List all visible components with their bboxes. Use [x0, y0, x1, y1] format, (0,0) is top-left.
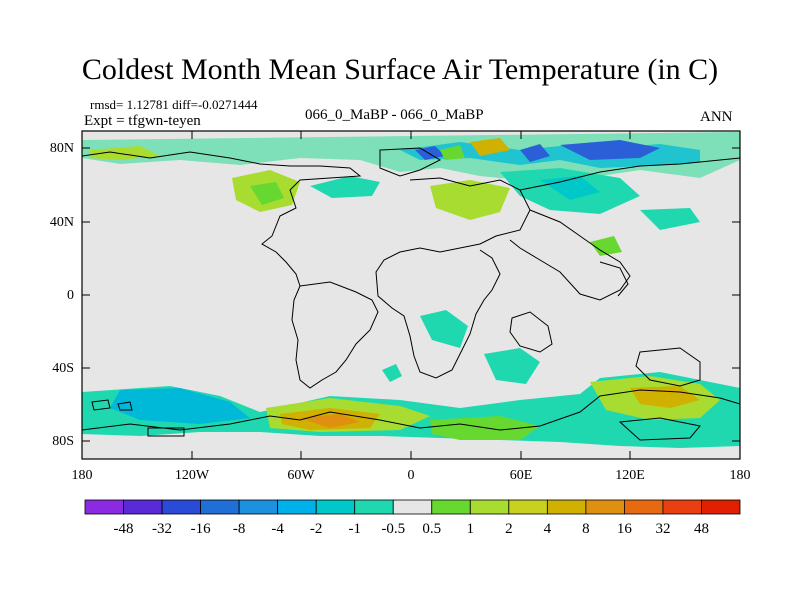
sa-coastline [291, 281, 379, 389]
lat-label-40n: 40N [49, 215, 74, 230]
lon-label-60e: 60E [509, 468, 533, 483]
colorbar-label: 48 [693, 521, 709, 537]
colorbar-swatch [84, 499, 124, 515]
colorbar-label: -2 [309, 521, 323, 537]
se-asia-coast [599, 261, 629, 297]
colorbar-swatch [469, 499, 510, 515]
india-fragment-coast [509, 311, 553, 353]
greenland-coast [379, 147, 442, 177]
lon-label-180w: 180 [71, 468, 93, 483]
europe-green-patch [430, 180, 510, 220]
southern-ocean-cyan-core [110, 388, 250, 424]
asia-south-coast [509, 209, 631, 301]
colorbar-swatch [200, 499, 240, 515]
colorbar-label: 2 [505, 521, 513, 537]
s-atlantic-cyan-patch [420, 310, 468, 348]
weddell-orange-core [300, 414, 360, 428]
island-coast-1 [91, 399, 111, 411]
asia-cyan-core [540, 176, 600, 200]
colorbar-swatch [624, 499, 664, 515]
arctic-orange-patch [470, 138, 510, 156]
colorbar-label: 16 [616, 521, 632, 537]
colorbar-swatch [431, 499, 471, 515]
pacific-cyan-patch [640, 208, 700, 230]
comparison-label: 066_0_MaBP - 066_0_MaBP [305, 107, 484, 123]
na-green-core [250, 182, 284, 205]
colorbar-label: 8 [582, 521, 590, 537]
colorbar-swatch [277, 499, 317, 515]
island-coast-3 [147, 427, 185, 437]
lat-label-80s: 80S [52, 434, 74, 449]
colorbar-label: -16 [190, 521, 211, 537]
lon-label-0: 0 [407, 468, 415, 483]
na-coastline [81, 151, 362, 287]
colorbar-label: -8 [232, 521, 246, 537]
indian-ocean-cyan-patch [484, 348, 540, 384]
season-label: ANN [700, 109, 733, 125]
lon-label-120w: 120W [174, 468, 210, 483]
diff-label: diff= [172, 97, 198, 112]
e-antarctic-orange-core [630, 386, 700, 408]
colorbar-swatch [315, 499, 356, 515]
rmsd-label: rmsd= [90, 97, 124, 112]
antarctica-coast [81, 389, 741, 431]
colorbar-swatch [662, 499, 702, 515]
lat-label-80n: 80N [49, 141, 74, 156]
colorbar-label: -0.5 [381, 521, 406, 537]
lat-label-40s: 40S [52, 361, 74, 376]
lon-label-60w: 60W [287, 468, 315, 483]
colorbar-label: -4 [271, 521, 284, 537]
colorbar-swatch [354, 499, 394, 515]
arctic-blue-patch [560, 140, 660, 160]
diff-value: -0.0271444 [197, 97, 258, 112]
colorbar-swatch [701, 499, 741, 515]
rmsd-value: 1.12781 [126, 97, 169, 112]
colorbar-label: -1 [348, 521, 361, 537]
island-coast-2 [117, 401, 133, 411]
colorbar-swatch [546, 499, 587, 515]
s-africa-cyan-patch [382, 364, 402, 382]
map-title: Coldest Month Mean Surface Air Temperatu… [81, 53, 719, 86]
antarctic-coast-segment [618, 417, 701, 441]
arctic-blue-patch-3 [520, 144, 550, 162]
coastlines [81, 147, 741, 441]
colorbar-swatch [123, 499, 163, 515]
colorbar [84, 499, 741, 515]
colorbar-label: 4 [543, 521, 552, 537]
colorbar-swatch [508, 499, 548, 515]
arctic-green-patch-2 [440, 145, 465, 160]
colorbar-swatch [392, 499, 433, 515]
colorbar-swatch [161, 499, 201, 515]
colorbar-swatch [585, 499, 625, 515]
colorbar-label: 32 [655, 521, 671, 537]
colorbar-label: -32 [152, 521, 173, 537]
stats-line: rmsd= 1.12781 diff=-0.0271444 [90, 96, 258, 114]
experiment-label: Expt = tfgwn-teyen [84, 113, 201, 129]
colorbar-label: -48 [113, 521, 134, 537]
colorbar-swatch [238, 499, 279, 515]
east-asia-green-patch [590, 236, 622, 256]
lat-label-0: 0 [67, 288, 74, 303]
australia-coast [635, 347, 701, 387]
atlantic-cyan-patch [310, 176, 380, 198]
lon-label-180e: 180 [729, 468, 751, 483]
axis-ticks [82, 131, 740, 459]
colorbar-label: 1 [466, 521, 475, 537]
colorbar-label: 0.5 [422, 521, 442, 537]
asia-north-coast [519, 157, 741, 191]
lon-label-120e: 120E [615, 468, 645, 483]
